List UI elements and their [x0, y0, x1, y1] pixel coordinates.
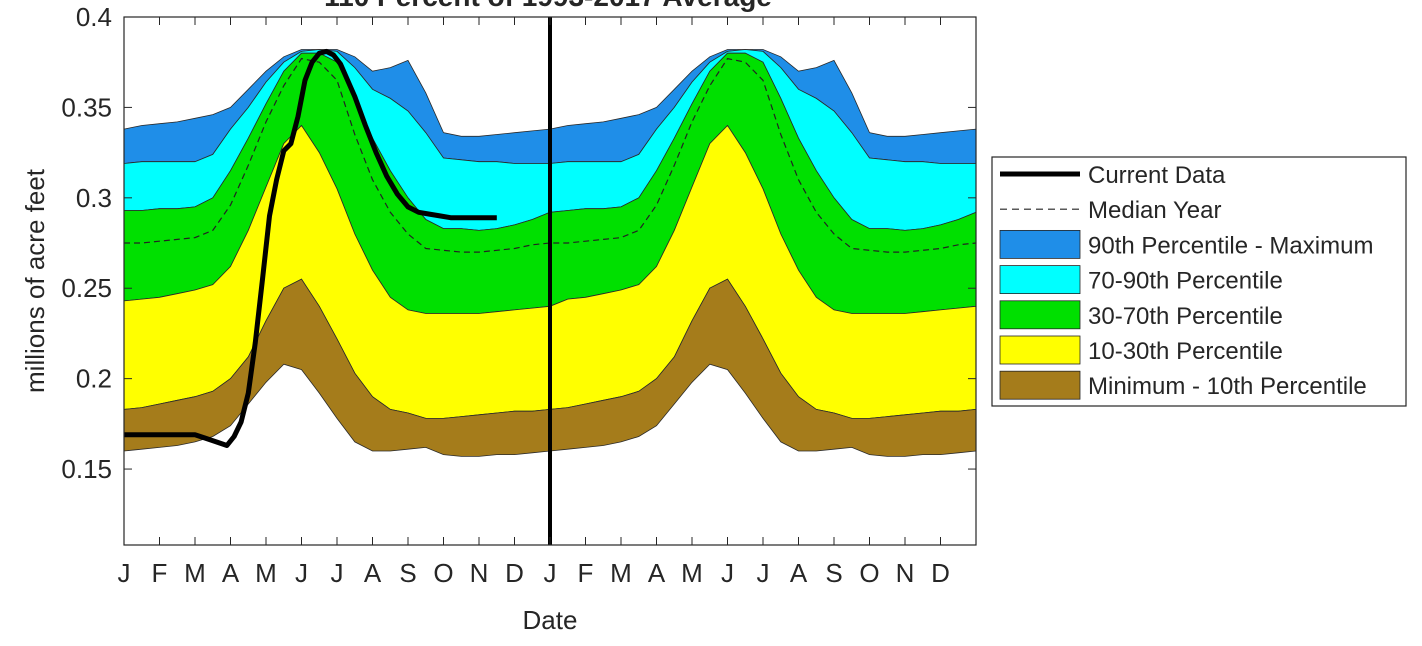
legend-swatch-patch — [999, 370, 1081, 400]
legend-label: 10-30th Percentile — [1088, 338, 1283, 365]
x-tick-label: J — [757, 558, 770, 588]
x-tick-label: N — [896, 558, 915, 588]
legend-swatch-patch — [999, 300, 1081, 330]
legend-label: Minimum - 10th Percentile — [1088, 373, 1367, 400]
median-year-line — [124, 57, 976, 253]
legend-label: Current Data — [1088, 162, 1226, 189]
x-tick-label: S — [825, 558, 842, 588]
x-tick-label: D — [505, 558, 524, 588]
y-tick-label: 0.2 — [76, 364, 112, 394]
y-axis-label: millions of acre feet — [20, 168, 50, 393]
x-tick-label: A — [790, 558, 808, 588]
x-tick-label: M — [255, 558, 277, 588]
current-data-line — [124, 48, 497, 448]
x-tick-label: O — [859, 558, 879, 588]
x-tick-label: S — [399, 558, 416, 588]
x-tick-label: J — [544, 558, 557, 588]
x-tick-label: A — [648, 558, 666, 588]
y-tick-label: 0.4 — [76, 2, 112, 32]
legend-label: 90th Percentile - Maximum — [1088, 232, 1373, 259]
plot-area: 0.150.20.250.30.350.4J F M A M J J A S O N D J F M A M J J… — [61, 2, 977, 588]
legend-swatch-patch — [999, 335, 1081, 365]
band-minimum-10th — [124, 278, 976, 457]
chart-title: 110 Percent of 1993-2017 Average — [324, 0, 772, 12]
x-tick-label: M — [681, 558, 703, 588]
legend-swatch-patch — [999, 229, 1081, 259]
x-tick-label: N — [470, 558, 489, 588]
y-tick-label: 0.35 — [61, 92, 112, 122]
x-tick-label: F — [578, 558, 594, 588]
y-tick-label: 0.15 — [61, 454, 112, 484]
x-tick-label: D — [931, 558, 950, 588]
x-tick-label: M — [184, 558, 206, 588]
x-tick-label: J — [331, 558, 344, 588]
x-tick-label: A — [222, 558, 240, 588]
x-tick-label: A — [364, 558, 382, 588]
x-tick-label: J — [721, 558, 734, 588]
plot-clip-group — [124, 17, 976, 545]
x-tick-label: J — [295, 558, 308, 588]
y-tick-label: 0.3 — [76, 183, 112, 213]
x-tick-label: J — [118, 558, 131, 588]
y-tick-label: 0.25 — [61, 273, 112, 303]
x-axis-label: Date — [523, 605, 578, 635]
legend-label: Median Year — [1088, 197, 1221, 224]
x-tick-label: M — [610, 558, 632, 588]
legend-label: 30-70th Percentile — [1088, 303, 1283, 330]
legend-swatch-patch — [999, 265, 1081, 295]
x-tick-label: O — [433, 558, 453, 588]
x-tick-label: F — [152, 558, 168, 588]
legend-label: 70-90th Percentile — [1088, 268, 1283, 295]
legend: Current Data Median Year 90th Percentile -… — [991, 156, 1407, 407]
